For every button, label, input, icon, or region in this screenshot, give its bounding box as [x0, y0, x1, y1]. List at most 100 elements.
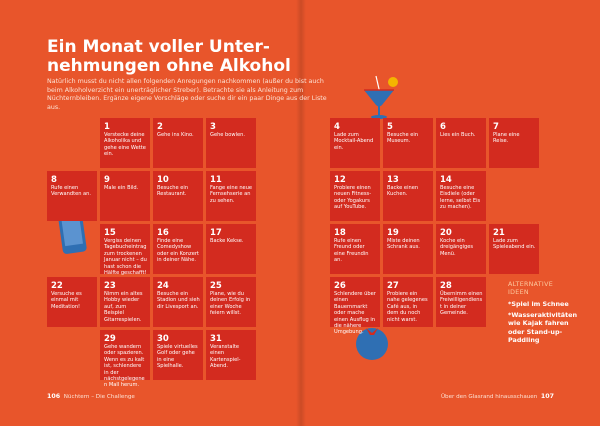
- page-number: 107: [540, 393, 554, 400]
- day-number: 13: [387, 175, 399, 185]
- title-line: nehmungen ohne Alkohol: [47, 56, 291, 76]
- day-cell: 16 Finde eine Comedyshow oder ein Konzert…: [153, 224, 203, 274]
- day-number: 9: [104, 175, 110, 185]
- day-number: 4: [334, 122, 340, 132]
- day-number: 20: [440, 228, 452, 238]
- day-number: 31: [210, 334, 222, 344]
- day-number: 30: [157, 334, 169, 344]
- day-suggestion: Miste deinen Schrank aus.: [387, 238, 420, 251]
- day-suggestion: Nimm ein altes Hobby wieder auf, zum Bei…: [104, 291, 143, 323]
- day-suggestion: Gehe wandern oder spazieren. Wenn es zu …: [104, 344, 145, 389]
- day-cell: 11 Fange eine neue Fernsehserie an zu seh…: [206, 171, 256, 221]
- day-cell: 17 Backe Kekse.: [206, 224, 256, 274]
- day-number: 24: [157, 281, 169, 291]
- day-cell: 21 Lade zum Spieleabend ein.: [489, 224, 539, 274]
- day-cell: 31 Veranstalte einen Kartenspiel-Abend.: [206, 330, 256, 380]
- day-suggestion: Rufe einen Freund oder eine Freundin an.: [334, 238, 369, 264]
- footer-right: Über den Glasrand hinausschauen 107: [441, 393, 554, 400]
- tomato-icon: [356, 328, 388, 360]
- day-suggestion: Versuche es einmal mit Meditation!: [51, 291, 82, 310]
- day-suggestion: Probiere ein nahe gelegenes Café aus, in…: [387, 291, 428, 323]
- day-number: 3: [210, 122, 216, 132]
- day-cell: 5 Besuche ein Museum.: [383, 118, 433, 168]
- day-suggestion: Schlendere über einen Bauernmarkt oder m…: [334, 291, 376, 336]
- day-cell: 1 Verstecke deine Alkoholika und gehe ein…: [100, 118, 150, 168]
- day-cell: 26 Schlendere über einen Bauernmarkt oder…: [330, 277, 380, 335]
- day-cell: 28 Übernimm einen Freiwilligendienst in d…: [436, 277, 486, 327]
- day-cell: 22 Versuche es einmal mit Meditation!: [47, 277, 97, 327]
- day-cell: 20 Koche ein dreigängiges Menü.: [436, 224, 486, 274]
- day-suggestion: Spiele virtuelles Golf oder gehe in eine…: [157, 344, 198, 370]
- day-cell: 2 Gehe ins Kino.: [153, 118, 203, 168]
- alternative-ideas: ALTERNATIVE IDEEN *Spiel im Schnee *Wass…: [508, 281, 578, 345]
- day-number: 21: [493, 228, 505, 238]
- day-cell: 18 Rufe einen Freund oder eine Freundin a…: [330, 224, 380, 274]
- day-number: 7: [493, 122, 499, 132]
- day-number: 15: [104, 228, 116, 238]
- day-suggestion: Rufe einen Verwandten an.: [51, 185, 92, 198]
- day-suggestion: Backe einen Kuchen.: [387, 185, 419, 198]
- day-number: 1: [104, 122, 110, 132]
- day-suggestion: Plane eine Reise.: [493, 132, 520, 145]
- day-number: 19: [387, 228, 399, 238]
- day-cell: 13 Backe einen Kuchen.: [383, 171, 433, 221]
- day-cell: 6 Lies ein Buch.: [436, 118, 486, 168]
- day-cell: 25 Plane, wie du deinen Erfolg in einer W…: [206, 277, 256, 327]
- day-number: 11: [210, 175, 222, 185]
- day-number: 5: [387, 122, 393, 132]
- running-head: Über den Glasrand hinausschauen: [440, 394, 538, 400]
- day-suggestion: Gehe bowlen.: [210, 132, 245, 138]
- alternative-item: *Spiel im Schnee: [508, 299, 569, 308]
- day-suggestion: Besuche eine Eisdiele (oder lerne, selbs…: [440, 185, 481, 211]
- alternative-heading: ALTERNATIVE IDEEN: [508, 281, 553, 296]
- day-suggestion: Gehe ins Kino.: [157, 132, 194, 138]
- day-suggestion: Male ein Bild.: [104, 185, 139, 191]
- day-cell: 12 Probiere einen neuen Fitness- oder Yog…: [330, 171, 380, 221]
- title-line: Ein Monat voller Unter-: [47, 37, 270, 57]
- day-suggestion: Veranstalte einen Kartenspiel-Abend.: [210, 344, 241, 370]
- day-number: 23: [104, 281, 116, 291]
- page-number: 106: [47, 393, 61, 400]
- day-number: 12: [334, 175, 346, 185]
- day-number: 28: [440, 281, 452, 291]
- day-suggestion: Besuche ein Stadion und sieh dir Livespo…: [157, 291, 200, 310]
- day-number: 27: [387, 281, 399, 291]
- day-suggestion: Vergiss deinen Tagebucheintrag zum trock…: [104, 238, 147, 277]
- day-cell: 15 Vergiss deinen Tagebucheintrag zum tro…: [100, 224, 150, 277]
- alternative-item: *Wasseraktivitäten wie Kajak fahren oder…: [508, 311, 578, 345]
- day-cell: 29 Gehe wandern oder spazieren. Wenn es z…: [100, 330, 150, 388]
- page-title: Ein Monat voller Unter- nehmungen ohne A…: [47, 38, 291, 76]
- day-number: 17: [210, 228, 222, 238]
- day-suggestion: Verstecke deine Alkoholika und gehe eine…: [104, 132, 146, 158]
- day-suggestion: Lade zum Spieleabend ein.: [493, 238, 536, 251]
- day-number: 26: [334, 281, 346, 291]
- day-number: 22: [51, 281, 63, 291]
- day-number: 2: [157, 122, 163, 132]
- running-head: Nüchtern – Die Challenge: [63, 394, 135, 400]
- day-suggestion: Koche ein dreigängiges Menü.: [440, 238, 474, 257]
- day-suggestion: Plane, wie du deinen Erfolg in einer Woc…: [210, 291, 251, 317]
- day-suggestion: Lies ein Buch.: [440, 132, 476, 138]
- day-number: 8: [51, 175, 57, 185]
- day-cell: 4 Lade zum Mocktail-Abend ein.: [330, 118, 380, 168]
- day-cell: 27 Probiere ein nahe gelegenes Café aus, …: [383, 277, 433, 327]
- day-suggestion: Fange eine neue Fernsehserie an zu sehen…: [210, 185, 253, 204]
- day-cell: 19 Miste deinen Schrank aus.: [383, 224, 433, 274]
- day-suggestion: Probiere einen neuen Fitness- oder Yogak…: [334, 185, 372, 211]
- day-cell: 7 Plane eine Reise.: [489, 118, 539, 168]
- day-number: 10: [157, 175, 169, 185]
- day-cell: 8 Rufe einen Verwandten an.: [47, 171, 97, 221]
- footer-left: 106 Nüchtern – Die Challenge: [47, 393, 135, 400]
- intro-text: Natürlich musst du nicht allen folgenden…: [47, 78, 327, 111]
- day-number: 6: [440, 122, 446, 132]
- day-cell: 9 Male ein Bild.: [100, 171, 150, 221]
- day-cell: 30 Spiele virtuelles Golf oder gehe in ei…: [153, 330, 203, 380]
- day-cell: 14 Besuche eine Eisdiele (oder lerne, sel…: [436, 171, 486, 221]
- day-number: 29: [104, 334, 116, 344]
- day-cell: 3 Gehe bowlen.: [206, 118, 256, 168]
- day-suggestion: Besuche ein Museum.: [387, 132, 419, 145]
- day-number: 18: [334, 228, 346, 238]
- gutter-shadow: [296, 0, 306, 426]
- day-cell: 24 Besuche ein Stadion und sieh dir Lives…: [153, 277, 203, 327]
- day-cell: 10 Besuche ein Restaurant.: [153, 171, 203, 221]
